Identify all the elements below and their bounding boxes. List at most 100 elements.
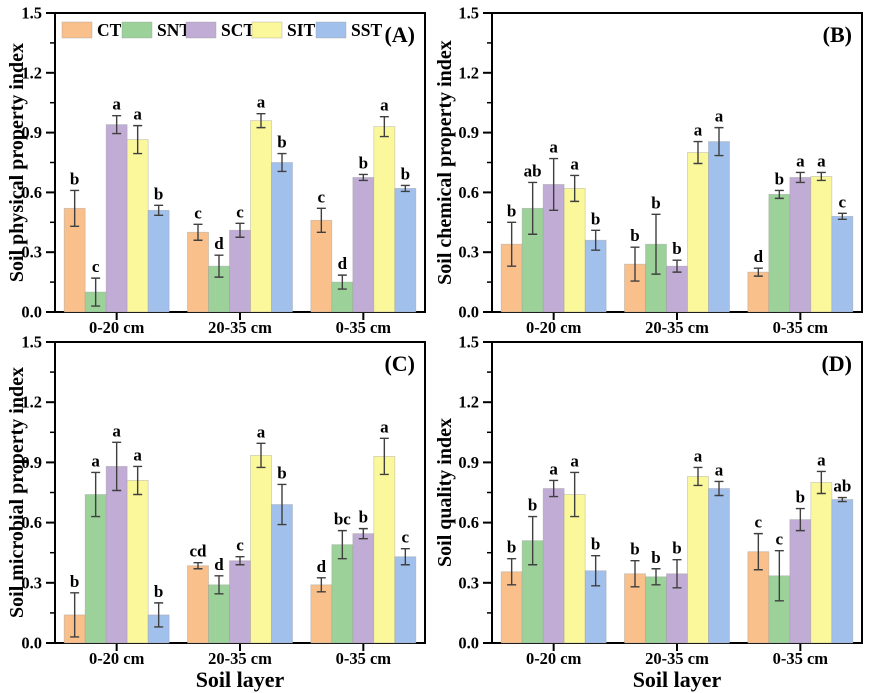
- sig-letter-sit-0-35-cm: a: [817, 450, 826, 469]
- bar-sit-0-35-cm: [373, 455, 396, 644]
- x-tick-label-0-20-cm: 0-20 cm: [89, 318, 145, 333]
- sig-letter-sst-20-35-cm: b: [277, 463, 286, 482]
- y-tick-label-1.2: 1.2: [21, 393, 42, 412]
- error-bar-sit-20-35-cm: [256, 442, 266, 469]
- error-bar-sit-0-35-cm: [379, 115, 389, 138]
- sig-letter-snt-20-35-cm: d: [214, 234, 224, 253]
- error-bar-sct-0-35-cm: [795, 171, 805, 184]
- sig-letter-ct-0-35-cm: d: [317, 557, 327, 576]
- x-tick-label-20-35-cm: 20-35 cm: [208, 318, 272, 333]
- sig-letter-ct-0-20-cm: b: [507, 201, 516, 220]
- error-bar-sst-20-35-cm: [714, 480, 724, 497]
- y-tick-label-0.6: 0.6: [21, 183, 42, 202]
- sig-letter-sst-20-35-cm: b: [277, 133, 286, 152]
- error-bar-ct-0-20-cm: [70, 189, 80, 227]
- error-bar-ct-0-35-cm: [753, 532, 763, 571]
- panel-c-soil-microbial-chart: 0.0 0.3 0.6 0.9 1.2 1.5 Soil microbial propert…: [6, 333, 426, 692]
- error-bar-sct-0-35-cm: [358, 527, 368, 540]
- legend-swatch-sit: [251, 21, 283, 39]
- sig-letter-sit-0-20-cm: a: [133, 445, 142, 464]
- error-bar-sct-0-20-cm: [112, 441, 122, 492]
- error-bar-sct-20-35-cm: [672, 559, 682, 589]
- sig-letter-snt-0-35-cm: d: [338, 254, 348, 273]
- sig-letter-sct-0-20-cm: a: [549, 459, 558, 478]
- error-bar-ct-20-35-cm: [193, 562, 203, 570]
- sig-letter-sst-0-35-cm: b: [401, 164, 410, 183]
- sig-letter-snt-0-35-cm: bc: [334, 510, 351, 529]
- legend-label-sit: SIT: [287, 20, 316, 40]
- bar-sct-20-35-cm: [229, 229, 251, 313]
- y-tick-label-1.5: 1.5: [21, 333, 42, 352]
- x-tick-label-0-35-cm: 0-35 cm: [773, 318, 829, 333]
- y-tick-label-1.2: 1.2: [458, 393, 479, 412]
- y-axis-title: Soil microbial property index: [6, 367, 28, 618]
- panel-label: (A): [384, 22, 415, 47]
- y-tick-label-0.3: 0.3: [458, 573, 479, 592]
- sig-letter-snt-0-35-cm: b: [775, 169, 784, 188]
- error-bar-sct-20-35-cm: [235, 556, 245, 566]
- sig-letter-sit-0-20-cm: a: [570, 451, 579, 470]
- sig-letter-ct-20-35-cm: b: [630, 226, 639, 245]
- bar-ct-20-35-cm: [187, 565, 209, 644]
- sig-letter-ct-0-35-cm: c: [755, 513, 763, 532]
- bar-sit-0-20-cm: [563, 188, 586, 313]
- error-bar-sit-0-20-cm: [133, 465, 143, 496]
- y-tick-label-0.6: 0.6: [21, 513, 42, 532]
- error-bar-sct-20-35-cm: [235, 222, 245, 238]
- error-bar-sit-0-35-cm: [816, 470, 826, 495]
- y-tick-label-1.5: 1.5: [21, 4, 42, 23]
- sig-letter-snt-20-35-cm: b: [651, 548, 660, 567]
- sig-letter-sct-20-35-cm: c: [236, 202, 244, 221]
- x-tick-label-20-35-cm: 20-35 cm: [208, 649, 272, 668]
- y-axis-title: Soil physical property index: [6, 43, 28, 282]
- sig-letter-ct-0-20-cm: b: [507, 538, 516, 557]
- error-bar-ct-0-20-cm: [507, 221, 517, 267]
- sig-letter-sit-0-35-cm: a: [817, 151, 826, 170]
- y-tick-label-1.5: 1.5: [458, 4, 479, 23]
- sig-letter-sit-20-35-cm: a: [257, 422, 266, 441]
- bar-sit-0-35-cm: [373, 126, 396, 313]
- error-bar-sct-0-20-cm: [112, 114, 122, 135]
- y-tick-label-1.2: 1.2: [21, 63, 42, 82]
- legend-label-snt: SNT: [157, 20, 191, 40]
- sig-letter-sit-20-35-cm: a: [694, 121, 703, 140]
- error-bar-sst-0-35-cm: [837, 496, 847, 503]
- error-bar-sct-20-35-cm: [672, 259, 682, 273]
- error-bar-sst-0-20-cm: [591, 229, 601, 251]
- bar-sit-0-20-cm: [126, 480, 149, 644]
- legend-swatch-sst: [315, 21, 347, 39]
- legend-label-sct: SCT: [221, 20, 255, 40]
- error-bar-sst-0-20-cm: [154, 204, 164, 217]
- bar-ct-20-35-cm: [187, 231, 209, 313]
- y-tick-label-0.9: 0.9: [21, 123, 42, 142]
- sig-letter-sit-20-35-cm: a: [257, 93, 266, 112]
- bar-sct-0-35-cm: [789, 519, 812, 644]
- bar-snt-0-35-cm: [331, 544, 354, 644]
- error-bar-snt-20-35-cm: [214, 254, 224, 278]
- bar-sst-0-35-cm: [831, 499, 854, 644]
- sig-letter-sct-0-20-cm: a: [112, 421, 121, 440]
- y-tick-label-1.2: 1.2: [458, 63, 479, 82]
- x-tick-label-20-35-cm: 20-35 cm: [645, 318, 709, 333]
- error-bar-snt-0-20-cm: [528, 181, 538, 235]
- error-bar-sct-0-20-cm: [549, 157, 559, 212]
- sig-letter-ct-20-35-cm: cd: [190, 542, 208, 561]
- legend-label-sst: SST: [351, 20, 382, 40]
- sig-letter-ct-0-20-cm: b: [70, 169, 79, 188]
- bar-sst-0-20-cm: [147, 209, 170, 313]
- error-bar-sst-0-20-cm: [591, 555, 601, 587]
- error-bar-ct-0-35-cm: [316, 207, 326, 233]
- sig-letter-sit-0-35-cm: a: [380, 96, 389, 115]
- error-bar-ct-0-20-cm: [507, 558, 517, 586]
- error-bar-sct-0-35-cm: [358, 173, 368, 182]
- y-tick-label-0.6: 0.6: [458, 183, 479, 202]
- error-bar-sst-20-35-cm: [714, 126, 724, 157]
- x-tick-label-20-35-cm: 20-35 cm: [645, 649, 709, 668]
- y-tick-label-0.0: 0.0: [21, 634, 42, 653]
- bar-sit-20-35-cm: [250, 454, 272, 644]
- bar-sit-0-20-cm: [126, 139, 149, 313]
- sig-letter-sct-20-35-cm: c: [236, 536, 244, 555]
- error-bar-sit-0-20-cm: [133, 124, 143, 155]
- error-bar-sct-0-20-cm: [549, 479, 559, 498]
- panel-a-soil-physical-chart: 0.0 0.3 0.6 0.9 1.2 1.5 Soil physical property…: [6, 4, 426, 333]
